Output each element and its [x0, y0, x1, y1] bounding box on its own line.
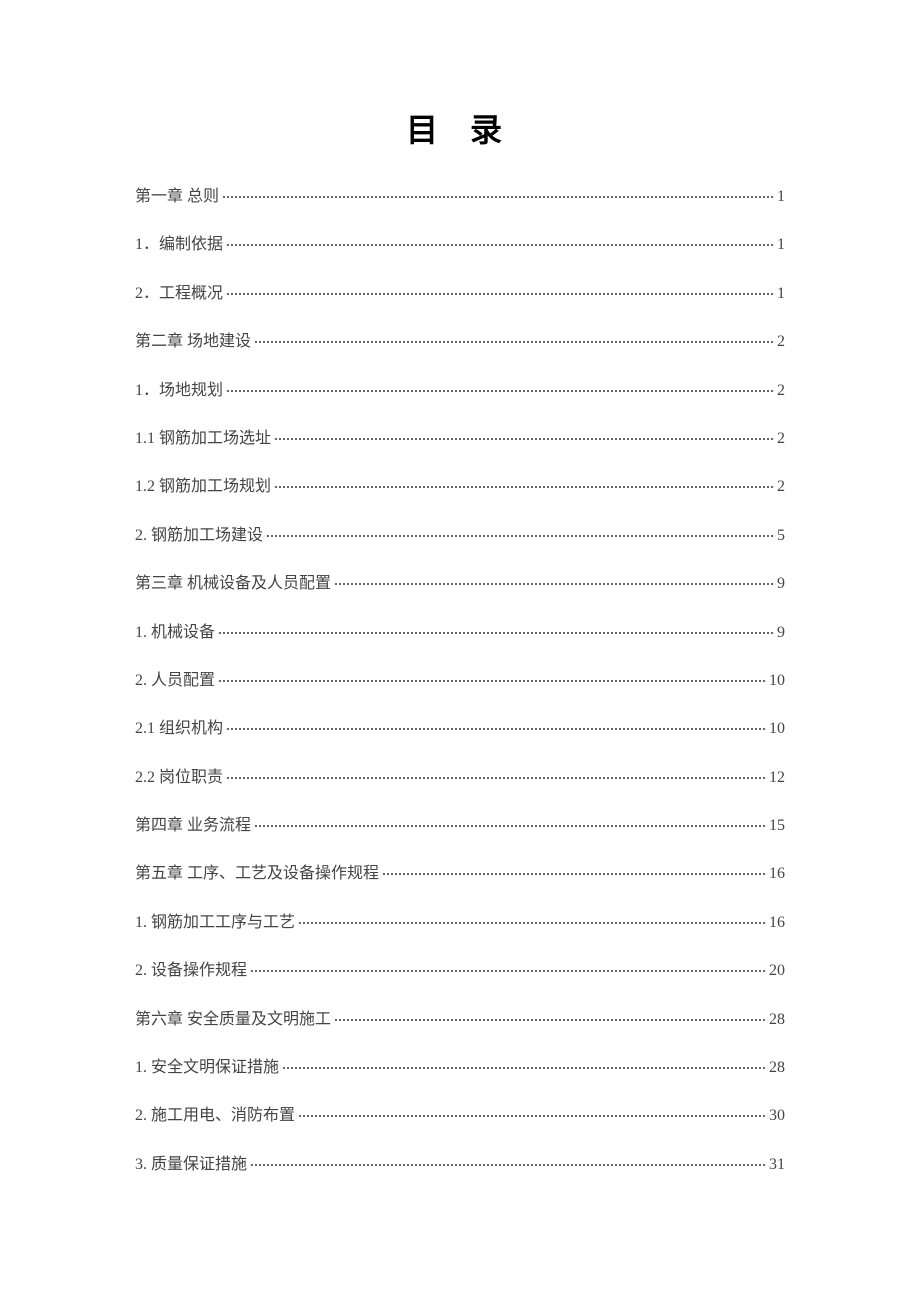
- toc-item: 第六章 安全质量及文明施工 28: [135, 1009, 785, 1031]
- toc-item: 第三章 机械设备及人员配置 9: [135, 573, 785, 595]
- toc-item: 1．场地规划 2: [135, 380, 785, 402]
- toc-item: 第二章 场地建设 2: [135, 331, 785, 353]
- toc-item: 2. 施工用电、消防布置 30: [135, 1105, 785, 1127]
- toc-leader-dots: [283, 1067, 765, 1069]
- toc-item-page: 31: [769, 1154, 785, 1176]
- toc-leader-dots: [251, 1164, 765, 1166]
- toc-item-label: 2．工程概况: [135, 283, 223, 305]
- toc-item: 2.1 组织机构 10: [135, 718, 785, 740]
- toc-item-page: 2: [777, 476, 785, 498]
- toc-item-label: 1．编制依据: [135, 234, 223, 256]
- toc-item-page: 20: [769, 960, 785, 982]
- toc-item: 2. 设备操作规程 20: [135, 960, 785, 982]
- toc-item: 2. 人员配置 10: [135, 670, 785, 692]
- toc-item: 1.2 钢筋加工场规划 2: [135, 476, 785, 498]
- toc-leader-dots: [335, 583, 773, 585]
- toc-item-page: 1: [777, 283, 785, 305]
- toc-item-page: 28: [769, 1009, 785, 1031]
- toc-item-page: 5: [777, 525, 785, 547]
- toc-leader-dots: [227, 728, 765, 730]
- toc-leader-dots: [299, 922, 765, 924]
- toc-leader-dots: [251, 970, 765, 972]
- toc-item-label: 2.1 组织机构: [135, 718, 223, 740]
- toc-leader-dots: [335, 1019, 765, 1021]
- toc-item-label: 1．场地规划: [135, 380, 223, 402]
- toc-item-label: 1.1 钢筋加工场选址: [135, 428, 271, 450]
- toc-item-page: 10: [769, 670, 785, 692]
- toc-item: 第五章 工序、工艺及设备操作规程 16: [135, 863, 785, 885]
- toc-item-page: 30: [769, 1105, 785, 1127]
- toc-item-label: 第一章 总则: [135, 186, 219, 208]
- toc-item-label: 1. 机械设备: [135, 622, 215, 644]
- toc-item: 2．工程概况 1: [135, 283, 785, 305]
- toc-item-label: 第六章 安全质量及文明施工: [135, 1009, 331, 1031]
- toc-item-label: 第五章 工序、工艺及设备操作规程: [135, 863, 379, 885]
- document-page: 目 录 第一章 总则11．编制依据12．工程概况1第二章 场地建设21．场地规划…: [0, 0, 920, 1302]
- toc-item-page: 9: [777, 573, 785, 595]
- toc-item-page: 1: [777, 234, 785, 256]
- toc-leader-dots: [275, 438, 773, 440]
- toc-item: 1.1 钢筋加工场选址 2: [135, 428, 785, 450]
- toc-item-label: 2.2 岗位职责: [135, 767, 223, 789]
- toc-item-label: 2. 人员配置: [135, 670, 215, 692]
- toc-item-label: 1. 钢筋加工工序与工艺: [135, 912, 295, 934]
- toc-leader-dots: [223, 196, 773, 198]
- toc-item: 第四章 业务流程 15: [135, 815, 785, 837]
- toc-item-label: 2. 施工用电、消防布置: [135, 1105, 295, 1127]
- toc-item-label: 1. 安全文明保证措施: [135, 1057, 279, 1079]
- toc-leader-dots: [227, 244, 773, 246]
- toc-leader-dots: [255, 341, 773, 343]
- toc-item-page: 16: [769, 863, 785, 885]
- toc-item: 1. 钢筋加工工序与工艺 16: [135, 912, 785, 934]
- toc-leader-dots: [275, 486, 773, 488]
- toc-leader-dots: [227, 777, 765, 779]
- toc-item-page: 16: [769, 912, 785, 934]
- toc-leader-dots: [219, 632, 773, 634]
- toc-item: 3. 质量保证措施 31: [135, 1154, 785, 1176]
- toc-item-label: 1.2 钢筋加工场规划: [135, 476, 271, 498]
- toc-item: 2.2 岗位职责 12: [135, 767, 785, 789]
- toc-item: 1. 安全文明保证措施 28: [135, 1057, 785, 1079]
- toc-item-label: 第二章 场地建设: [135, 331, 251, 353]
- toc-item-page: 2: [777, 380, 785, 402]
- toc-item-page: 1: [777, 186, 785, 208]
- toc-item-label: 第三章 机械设备及人员配置: [135, 573, 331, 595]
- toc-item-page: 28: [769, 1057, 785, 1079]
- toc-item: 1. 机械设备 9: [135, 622, 785, 644]
- toc-item-label: 第四章 业务流程: [135, 815, 251, 837]
- toc-item-page: 15: [769, 815, 785, 837]
- toc-leader-dots: [383, 873, 765, 875]
- toc-item-label: 2. 设备操作规程: [135, 960, 247, 982]
- toc-list: 第一章 总则11．编制依据12．工程概况1第二章 场地建设21．场地规划21.1…: [135, 186, 785, 1176]
- toc-item-page: 12: [769, 767, 785, 789]
- toc-leader-dots: [227, 293, 773, 295]
- toc-item-page: 9: [777, 622, 785, 644]
- toc-leader-dots: [227, 390, 773, 392]
- toc-item: 1．编制依据 1: [135, 234, 785, 256]
- toc-item-page: 2: [777, 331, 785, 353]
- toc-item: 2. 钢筋加工场建设 5: [135, 525, 785, 547]
- toc-item-page: 10: [769, 718, 785, 740]
- page-title: 目 录: [135, 105, 785, 151]
- toc-leader-dots: [219, 680, 765, 682]
- toc-leader-dots: [267, 535, 773, 537]
- toc-item-page: 2: [777, 428, 785, 450]
- toc-leader-dots: [255, 825, 765, 827]
- toc-item-label: 3. 质量保证措施: [135, 1154, 247, 1176]
- toc-item: 第一章 总则 1: [135, 186, 785, 208]
- toc-leader-dots: [299, 1115, 765, 1117]
- toc-item-label: 2. 钢筋加工场建设: [135, 525, 263, 547]
